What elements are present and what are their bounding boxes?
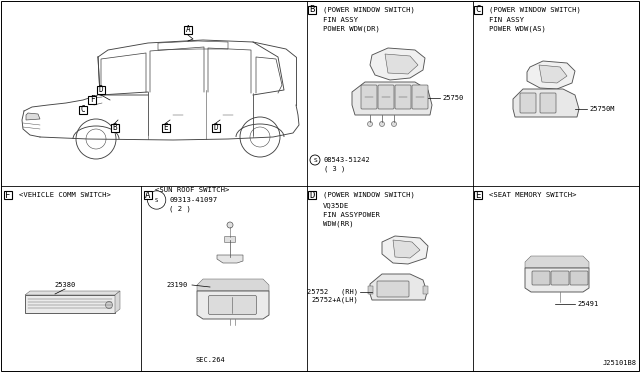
FancyBboxPatch shape: [474, 191, 482, 199]
Text: 25752   (RH): 25752 (RH): [307, 289, 358, 295]
FancyBboxPatch shape: [395, 85, 411, 109]
Text: SEC.264: SEC.264: [195, 357, 225, 363]
FancyBboxPatch shape: [308, 191, 316, 199]
Text: B: B: [309, 6, 315, 15]
Text: ( 3 ): ( 3 ): [324, 166, 345, 172]
Text: J25101B8: J25101B8: [603, 360, 637, 366]
Text: C: C: [81, 106, 85, 115]
Polygon shape: [513, 89, 579, 117]
FancyBboxPatch shape: [209, 295, 257, 314]
FancyBboxPatch shape: [4, 191, 12, 199]
FancyBboxPatch shape: [144, 191, 152, 199]
Text: (POWER WINDOW SWITCH): (POWER WINDOW SWITCH): [489, 7, 581, 13]
Text: E: E: [476, 190, 481, 199]
Polygon shape: [197, 279, 269, 291]
Polygon shape: [525, 268, 589, 292]
Text: S: S: [155, 198, 158, 202]
Polygon shape: [115, 291, 120, 313]
Polygon shape: [525, 256, 589, 268]
Text: D: D: [99, 86, 103, 94]
Text: 25380: 25380: [54, 282, 76, 288]
FancyBboxPatch shape: [474, 6, 482, 14]
Polygon shape: [25, 291, 120, 295]
Circle shape: [367, 122, 372, 126]
Circle shape: [106, 301, 113, 308]
Circle shape: [310, 155, 320, 165]
FancyBboxPatch shape: [308, 6, 316, 14]
Text: FIN ASSY: FIN ASSY: [323, 17, 358, 23]
FancyBboxPatch shape: [532, 271, 550, 285]
Circle shape: [392, 122, 397, 126]
Text: A: A: [145, 190, 150, 199]
Polygon shape: [26, 113, 40, 120]
Text: (POWER WINDOW SWITCH): (POWER WINDOW SWITCH): [323, 192, 415, 198]
Polygon shape: [539, 65, 567, 83]
Text: 09313-41097: 09313-41097: [169, 197, 217, 203]
Circle shape: [227, 222, 233, 228]
Text: S: S: [313, 157, 317, 163]
FancyBboxPatch shape: [551, 271, 569, 285]
Text: VQ35DE: VQ35DE: [323, 202, 349, 208]
Text: POWER WDW(AS): POWER WDW(AS): [489, 26, 546, 32]
Text: B: B: [113, 124, 117, 132]
FancyBboxPatch shape: [212, 124, 220, 132]
Text: FIN ASSY: FIN ASSY: [489, 17, 524, 23]
Polygon shape: [370, 48, 425, 80]
Text: F: F: [5, 190, 11, 199]
Text: FIN ASSYPOWER: FIN ASSYPOWER: [323, 212, 380, 218]
FancyBboxPatch shape: [540, 93, 556, 113]
Text: C: C: [476, 6, 481, 15]
Polygon shape: [217, 255, 243, 263]
Polygon shape: [25, 295, 115, 313]
Text: <SEAT MEMORY SWITCH>: <SEAT MEMORY SWITCH>: [489, 192, 577, 198]
Bar: [423, 286, 428, 294]
Text: D: D: [214, 124, 218, 132]
Text: A: A: [186, 26, 190, 35]
FancyBboxPatch shape: [570, 271, 588, 285]
FancyBboxPatch shape: [225, 237, 236, 243]
Text: 25491: 25491: [577, 301, 598, 307]
FancyBboxPatch shape: [377, 281, 409, 297]
Text: F: F: [90, 96, 94, 105]
Text: WDW(RR): WDW(RR): [323, 221, 354, 227]
FancyBboxPatch shape: [97, 86, 105, 94]
Text: D: D: [309, 190, 315, 199]
Text: 25750: 25750: [442, 95, 463, 101]
Polygon shape: [352, 82, 432, 115]
Text: 25752+A(LH): 25752+A(LH): [311, 297, 358, 303]
Circle shape: [380, 122, 385, 126]
FancyBboxPatch shape: [184, 26, 192, 34]
Bar: [368, 286, 373, 294]
Text: 25750M: 25750M: [589, 106, 614, 112]
FancyBboxPatch shape: [162, 124, 170, 132]
Text: (POWER WINDOW SWITCH): (POWER WINDOW SWITCH): [323, 7, 415, 13]
Text: ( 2 ): ( 2 ): [169, 206, 191, 212]
Text: POWER WDW(DR): POWER WDW(DR): [323, 26, 380, 32]
Text: E: E: [164, 124, 168, 132]
Text: 23190: 23190: [167, 282, 188, 288]
Polygon shape: [385, 54, 418, 74]
FancyBboxPatch shape: [412, 85, 428, 109]
Text: <VEHICLE COMM SWITCH>: <VEHICLE COMM SWITCH>: [19, 192, 111, 198]
FancyBboxPatch shape: [88, 96, 96, 104]
Polygon shape: [382, 236, 428, 264]
Polygon shape: [370, 274, 427, 300]
FancyBboxPatch shape: [79, 106, 87, 114]
Polygon shape: [197, 291, 269, 319]
FancyBboxPatch shape: [111, 124, 119, 132]
FancyBboxPatch shape: [378, 85, 394, 109]
FancyBboxPatch shape: [361, 85, 377, 109]
Text: <SUN ROOF SWITCH>: <SUN ROOF SWITCH>: [155, 187, 229, 193]
Polygon shape: [393, 240, 420, 258]
Polygon shape: [527, 61, 575, 89]
FancyBboxPatch shape: [520, 93, 536, 113]
Text: 08543-51242: 08543-51242: [324, 157, 371, 163]
